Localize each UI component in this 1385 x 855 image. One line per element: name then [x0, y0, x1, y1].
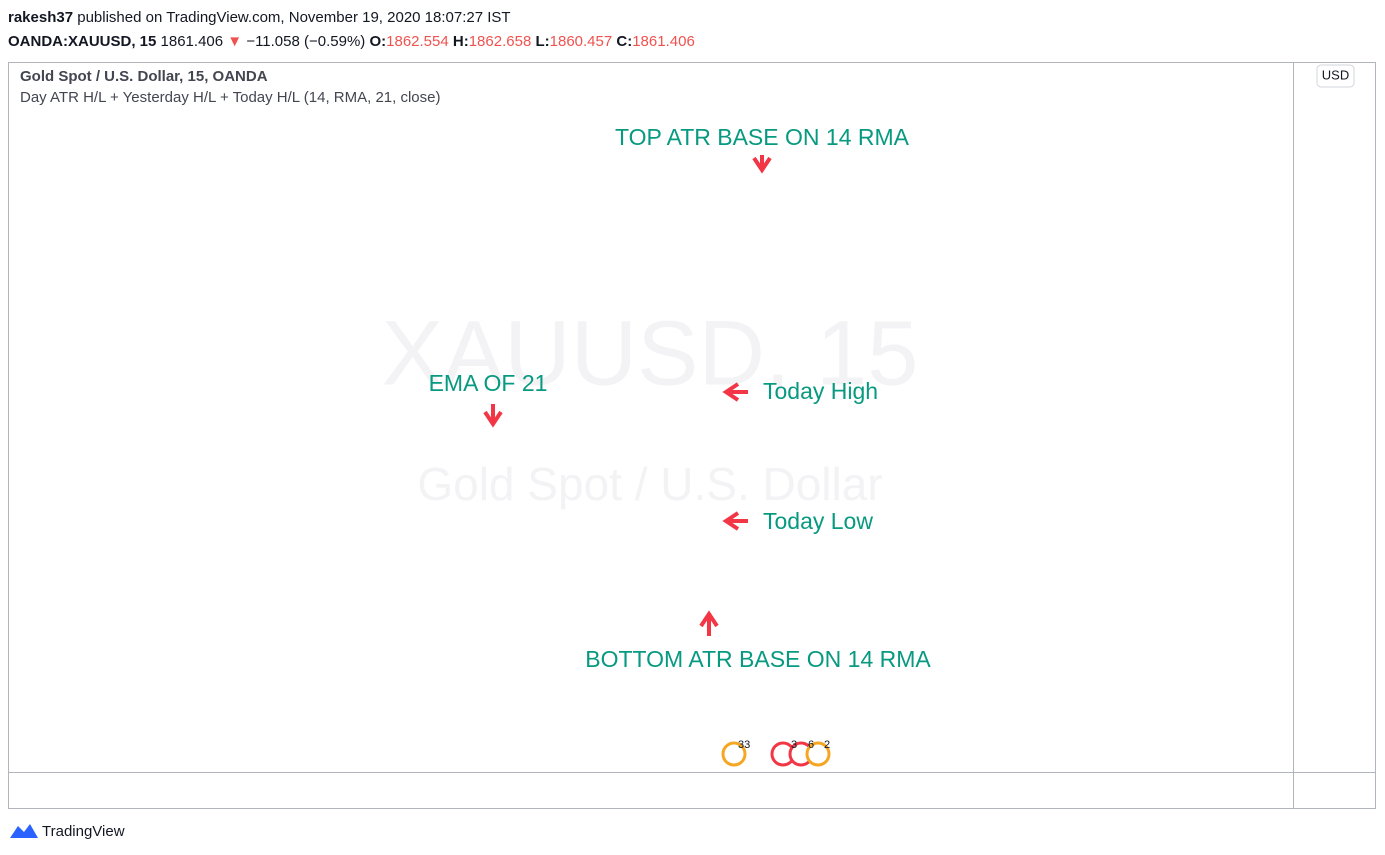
publish-line: rakesh37 published on TradingView.com, N… [8, 6, 695, 30]
pane-subtitle: Day ATR H/L + Yesterday H/L + Today H/L … [20, 89, 440, 106]
watermark-name: Gold Spot / U.S. Dollar [417, 458, 882, 510]
event-count: 33 [738, 739, 750, 751]
event-count: 2 [824, 739, 830, 751]
event-count: 3 [791, 739, 797, 751]
c: 1861.406 [632, 33, 695, 50]
header: rakesh37 published on TradingView.com, N… [8, 6, 695, 54]
change: −11.058 (−0.59%) [246, 33, 366, 50]
annotation: TOP ATR BASE ON 14 RMA [615, 124, 910, 150]
c-label: C: [616, 33, 633, 50]
pane [8, 62, 1376, 809]
l: 1860.457 [549, 33, 613, 50]
arrow [752, 155, 772, 174]
author: rakesh37 [8, 9, 74, 26]
pane-title: Gold Spot / U.S. Dollar, 15, OANDA [20, 68, 268, 85]
currency-badge [1316, 64, 1355, 88]
logo [10, 824, 38, 838]
o: 1862.554 [386, 33, 449, 50]
event-icon [805, 741, 831, 767]
event-count: 6 [808, 739, 814, 751]
published: published on TradingView.com, November 1… [77, 9, 511, 26]
h-label: H: [452, 33, 469, 50]
h: 1862.658 [468, 33, 532, 50]
arrow: ▼ [227, 33, 243, 50]
annotation: EMA OF 21 [429, 370, 548, 396]
o-label: O: [369, 33, 387, 50]
currency: USD [1322, 67, 1349, 82]
event-icon [721, 741, 747, 767]
watermark-symbol: XAUUSD, 15 [382, 302, 919, 404]
footer: TradingView [42, 823, 125, 840]
arrow [483, 404, 503, 428]
arrow [722, 511, 748, 531]
annotation: BOTTOM ATR BASE ON 14 RMA [585, 646, 931, 672]
annotation: Today Low [763, 508, 873, 534]
arrow [722, 382, 748, 402]
quote-line: OANDA:XAUUSD, 15 1861.406 ▼ −11.058 (−0.… [8, 30, 695, 54]
symbol: OANDA:XAUUSD, 15 [8, 33, 157, 50]
annotation: Today High [763, 378, 878, 404]
events: 33 3 6 2 [721, 739, 831, 767]
arrow [699, 610, 719, 636]
l-label: L: [535, 33, 550, 50]
last: 1861.406 [160, 33, 224, 50]
